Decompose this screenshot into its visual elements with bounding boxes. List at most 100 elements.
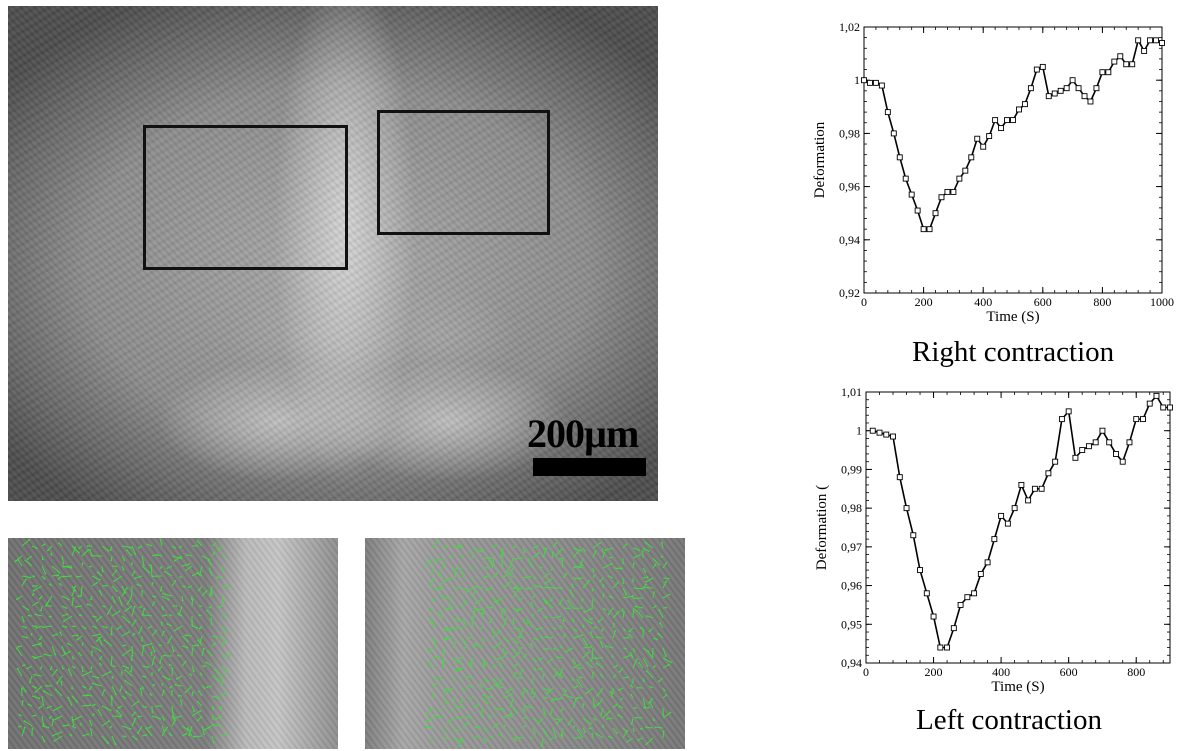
left-field-vector [141,643,152,647]
left-field-vector [81,733,89,737]
right-field-vector [582,652,589,659]
right-field-vector [432,587,442,591]
left-field-vector-head [95,640,98,642]
right-field-vector [552,542,557,549]
left-field-vector-head [224,691,227,694]
right-field-vector [426,726,434,729]
left-field-vector-head [228,585,231,588]
right-field-vector-head [474,643,477,645]
right-field-vector [612,727,618,734]
right-field-vector [515,737,524,739]
right-field-vector-head [581,599,583,602]
right-field-vector-head [465,601,468,604]
right-field-vector [600,641,604,649]
right-field-vector-head [590,659,592,662]
left-field-vector [71,547,76,557]
right-field-vector [596,687,604,697]
right-field-vector-head [435,683,437,686]
right-field-vector-head [450,555,452,558]
right-field-vector-head [630,693,633,696]
right-data-point [1045,93,1052,100]
left-field-vector-head [115,693,117,696]
left-plot-frame [865,391,1171,664]
left-field-vector [121,725,131,730]
right-field-vector-head [466,590,468,593]
left-field-vector-head [210,587,213,590]
right-field-vector-head [576,728,579,731]
right-field-vector-head [562,693,565,696]
right-field-vector-head [457,745,460,748]
right-field-vector [488,560,494,569]
right-field-vector-head [489,621,491,624]
right-field-vector [662,731,665,739]
left-field-vector-head [77,595,80,598]
left-field-vector-head [133,570,136,573]
right-field-vector-head [562,620,565,622]
left-field-vector-head [175,605,178,607]
right-field-vector [442,697,448,705]
right-field-vector-head [645,743,648,746]
left-x-tick-label: 400 [992,665,1010,679]
right-data-point [944,188,951,195]
right-field-vector [466,716,474,719]
left-field-vector-head [166,623,169,625]
left-field-vector [71,585,76,591]
left-field-vector-head [166,567,169,569]
right-field-vector-head [517,677,520,679]
left-field-vector-head [130,659,133,661]
left-field-vector-head [103,605,106,608]
right-field-vector-head [426,564,428,567]
right-field-vector-head [508,714,511,717]
left-field-vector [107,605,113,615]
right-field-vector-head [626,676,629,679]
left-data-point [991,536,998,543]
left-field-vector [191,599,194,607]
left-field-vector [16,647,23,657]
right-field-vector [532,552,539,559]
left-field-vector-head [74,589,77,592]
left-field-vector [61,645,66,654]
right-field-vector-head [530,643,532,645]
right-field-vector [655,726,664,729]
right-field-vector-head [433,714,435,717]
left-data-point [930,613,937,620]
left-field-vector-head [129,728,132,730]
left-field-vector-head [141,639,143,642]
right-data-point [950,188,957,195]
left-field-vector-head [159,538,162,541]
right-field-vector-head [515,663,518,666]
left-field-vector-head [136,583,139,586]
right-field-vector-head [514,545,517,548]
left-field-vector [24,720,33,727]
right-field-vector-head [513,649,515,652]
left-data-point [1045,470,1052,477]
right-field-vector-head [445,637,447,639]
right-field-vector [425,717,434,723]
right-field-vector [472,547,482,552]
left-field-vector-head [97,677,100,679]
right-field-vector-head [587,651,590,654]
left-field-vector-head [69,733,72,736]
right-field-vector [542,573,548,579]
left-field-vector-head [183,585,186,588]
right-field-vector-head [555,736,557,738]
left-y-tick-label: 0,99 [841,462,862,476]
left-field-vector [91,575,101,581]
right-field-vector [568,717,574,725]
left-field-vector [73,715,83,721]
right-field-vector-head [482,694,485,697]
right-field-vector-head [618,610,620,613]
right-field-vector-head [635,716,638,719]
left-field-vector-head [225,733,228,736]
left-field-vector-head [53,709,55,712]
right-series-line [863,38,1163,230]
right-field-vector-head [480,608,483,611]
left-field-vector-head [220,637,222,639]
right-field-vector-head [465,716,468,719]
left-field-vector-head [159,567,162,569]
left-field-vector [101,705,111,711]
left-field-vector-head [178,694,180,697]
left-field-vector-head [90,598,92,601]
left-data-point [876,429,883,436]
right-field-vector-head [601,629,603,632]
